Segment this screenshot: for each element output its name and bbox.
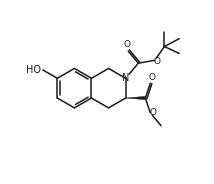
Text: N: N (122, 73, 129, 83)
Text: O: O (124, 40, 131, 49)
Text: O: O (149, 108, 156, 117)
Polygon shape (126, 96, 145, 100)
Text: O: O (154, 57, 161, 66)
Text: HO: HO (26, 65, 41, 75)
Text: O: O (149, 73, 156, 82)
